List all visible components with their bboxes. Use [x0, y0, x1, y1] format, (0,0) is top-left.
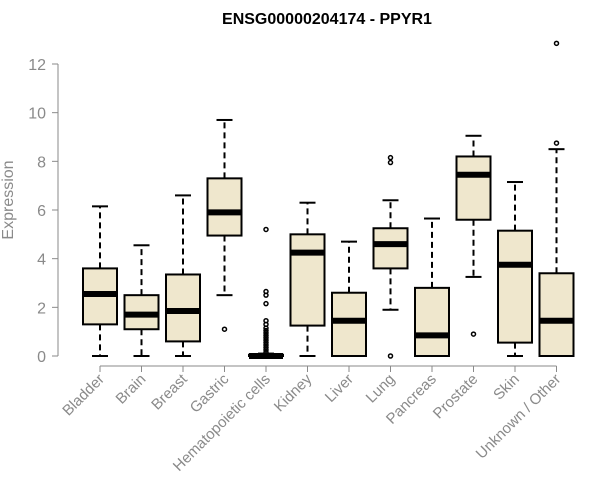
- x-tick-label: Brain: [113, 371, 150, 408]
- box-group-prostate: [455, 134, 492, 337]
- box-group-bladder: [82, 205, 118, 357]
- outlier-point: [387, 159, 394, 166]
- y-tick-label: 8: [37, 154, 46, 171]
- outlier-point: [470, 331, 477, 337]
- y-tick-label: 0: [37, 349, 46, 366]
- x-tick-label: Kidney: [271, 370, 316, 415]
- box-group-lung: [372, 154, 409, 359]
- x-tick-label: Liver: [322, 371, 357, 406]
- box-series: [82, 40, 575, 359]
- iqr-box: [372, 227, 409, 270]
- outlier-point: [263, 335, 269, 341]
- x-tick-label: Lung: [363, 371, 399, 407]
- y-axis: 0 2 4 6 8 10 12: [28, 57, 59, 366]
- iqr-box: [331, 291, 367, 358]
- outlier-point: [263, 349, 269, 356]
- chart-title: ENSG00000204174 - PPYR1: [222, 11, 432, 28]
- x-tick-label: Breast: [148, 370, 191, 413]
- outlier-point: [263, 347, 269, 353]
- outlier-point: [263, 300, 269, 307]
- outlier-point: [221, 326, 228, 332]
- outlier-point: [263, 226, 269, 233]
- iqr-box: [206, 177, 243, 237]
- outlier-point: [387, 353, 394, 359]
- outlier-point: [263, 344, 269, 351]
- outlier-point: [263, 339, 269, 346]
- box-group-gastric: [206, 118, 243, 332]
- y-tick-label: 6: [37, 203, 46, 220]
- outlier-point: [263, 327, 269, 334]
- iqr-box: [455, 155, 492, 221]
- outlier-point: [553, 140, 560, 146]
- box-group-kidney: [289, 201, 326, 357]
- box-group-brain: [123, 244, 160, 357]
- outlier-point: [387, 154, 394, 161]
- outlier-point: [263, 332, 269, 339]
- y-tick-label: 4: [37, 252, 46, 269]
- outlier-point: [263, 330, 269, 336]
- iqr-box: [414, 286, 450, 357]
- box-group-pancreas: [414, 217, 450, 357]
- x-tick-label: Skin: [490, 371, 523, 404]
- y-tick-label: 12: [28, 57, 46, 74]
- y-axis-label: Expression: [0, 160, 17, 239]
- iqr-box: [538, 272, 575, 357]
- outlier-point: [263, 337, 269, 343]
- outlier-point: [263, 288, 269, 295]
- y-tick-label: 10: [28, 106, 46, 123]
- box-group-breast: [165, 194, 201, 357]
- box-group-skin: [497, 181, 533, 357]
- y-tick-label: 2: [37, 300, 46, 317]
- outlier-point: [263, 342, 269, 348]
- box-group-hematopoietic-cells: [248, 226, 284, 359]
- x-tick-label: Bladder: [59, 371, 108, 420]
- iqr-box: [165, 273, 201, 343]
- box-group-liver: [331, 240, 367, 358]
- outlier-point: [553, 40, 560, 47]
- x-tick-label: Prostate: [430, 371, 482, 423]
- iqr-box: [289, 233, 326, 327]
- box-group-unknown-other: [538, 40, 575, 357]
- iqr-box: [497, 229, 533, 344]
- outlier-point: [263, 317, 269, 324]
